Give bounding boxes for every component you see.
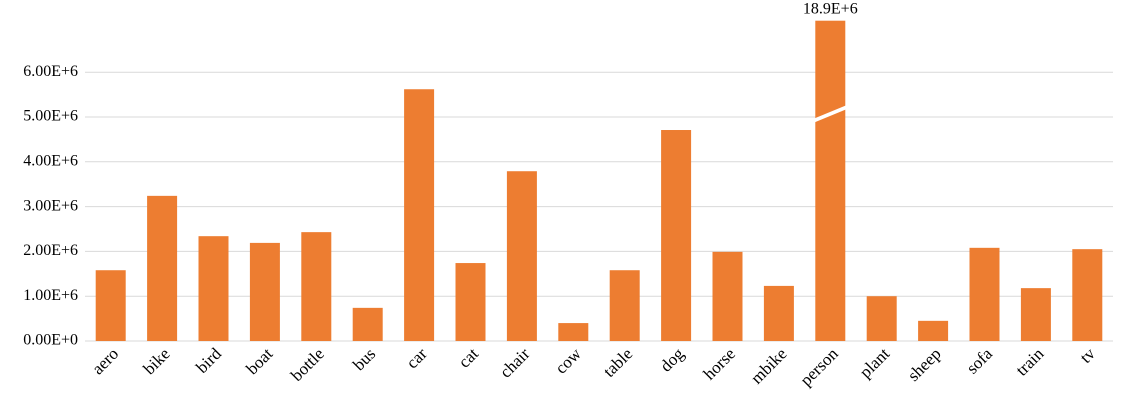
x-tick-label: bird <box>192 344 225 377</box>
bar <box>866 296 897 341</box>
bar <box>712 251 743 341</box>
bar <box>1072 249 1103 341</box>
bar <box>918 320 949 341</box>
x-tick-label: bus <box>349 344 379 374</box>
x-tick-label: horse <box>700 344 739 383</box>
bar <box>661 130 692 341</box>
x-tick-label: plant <box>856 344 894 382</box>
x-tick-label: aero <box>88 344 122 378</box>
x-tick-label: bottle <box>287 344 328 385</box>
x-tick-label: person <box>796 344 842 390</box>
bar <box>763 285 794 341</box>
x-tick-label: table <box>599 344 636 381</box>
y-tick-label: 4.00E+6 <box>23 152 78 169</box>
data-label: 18.9E+6 <box>803 0 858 17</box>
bar <box>969 247 1000 341</box>
bar <box>352 307 383 341</box>
x-tick-label: chair <box>496 344 534 382</box>
x-tick-label: mbike <box>747 344 790 387</box>
axis-break <box>813 104 848 123</box>
x-tick-label: sofa <box>963 344 997 378</box>
y-tick-label: 0.00E+0 <box>23 332 78 349</box>
x-tick-label: tv <box>1076 344 1099 367</box>
y-tick-label: 5.00E+6 <box>23 108 78 125</box>
x-tick-label: sheep <box>904 344 945 385</box>
bar <box>249 242 280 341</box>
y-tick-label: 3.00E+6 <box>23 197 78 214</box>
bar <box>1020 288 1051 341</box>
x-tick-label: cat <box>455 344 483 372</box>
y-tick-label: 2.00E+6 <box>23 242 78 259</box>
x-tick-label: train <box>1012 344 1048 380</box>
bar <box>609 270 640 341</box>
bar <box>455 263 486 341</box>
y-tick-label: 6.00E+6 <box>23 63 78 80</box>
x-tick-label: car <box>403 344 431 372</box>
x-tick-label: dog <box>656 344 688 376</box>
y-tick-label: 1.00E+6 <box>23 287 78 304</box>
x-tick-label: cow <box>551 344 585 378</box>
bar <box>95 270 126 341</box>
bar <box>198 236 229 341</box>
bar <box>301 232 332 341</box>
bar <box>506 171 537 341</box>
x-tick-label: bike <box>140 344 174 378</box>
bar <box>147 195 178 341</box>
bar <box>558 323 589 341</box>
bar <box>815 20 846 341</box>
x-tick-label: boat <box>242 344 276 378</box>
bar <box>404 89 435 342</box>
